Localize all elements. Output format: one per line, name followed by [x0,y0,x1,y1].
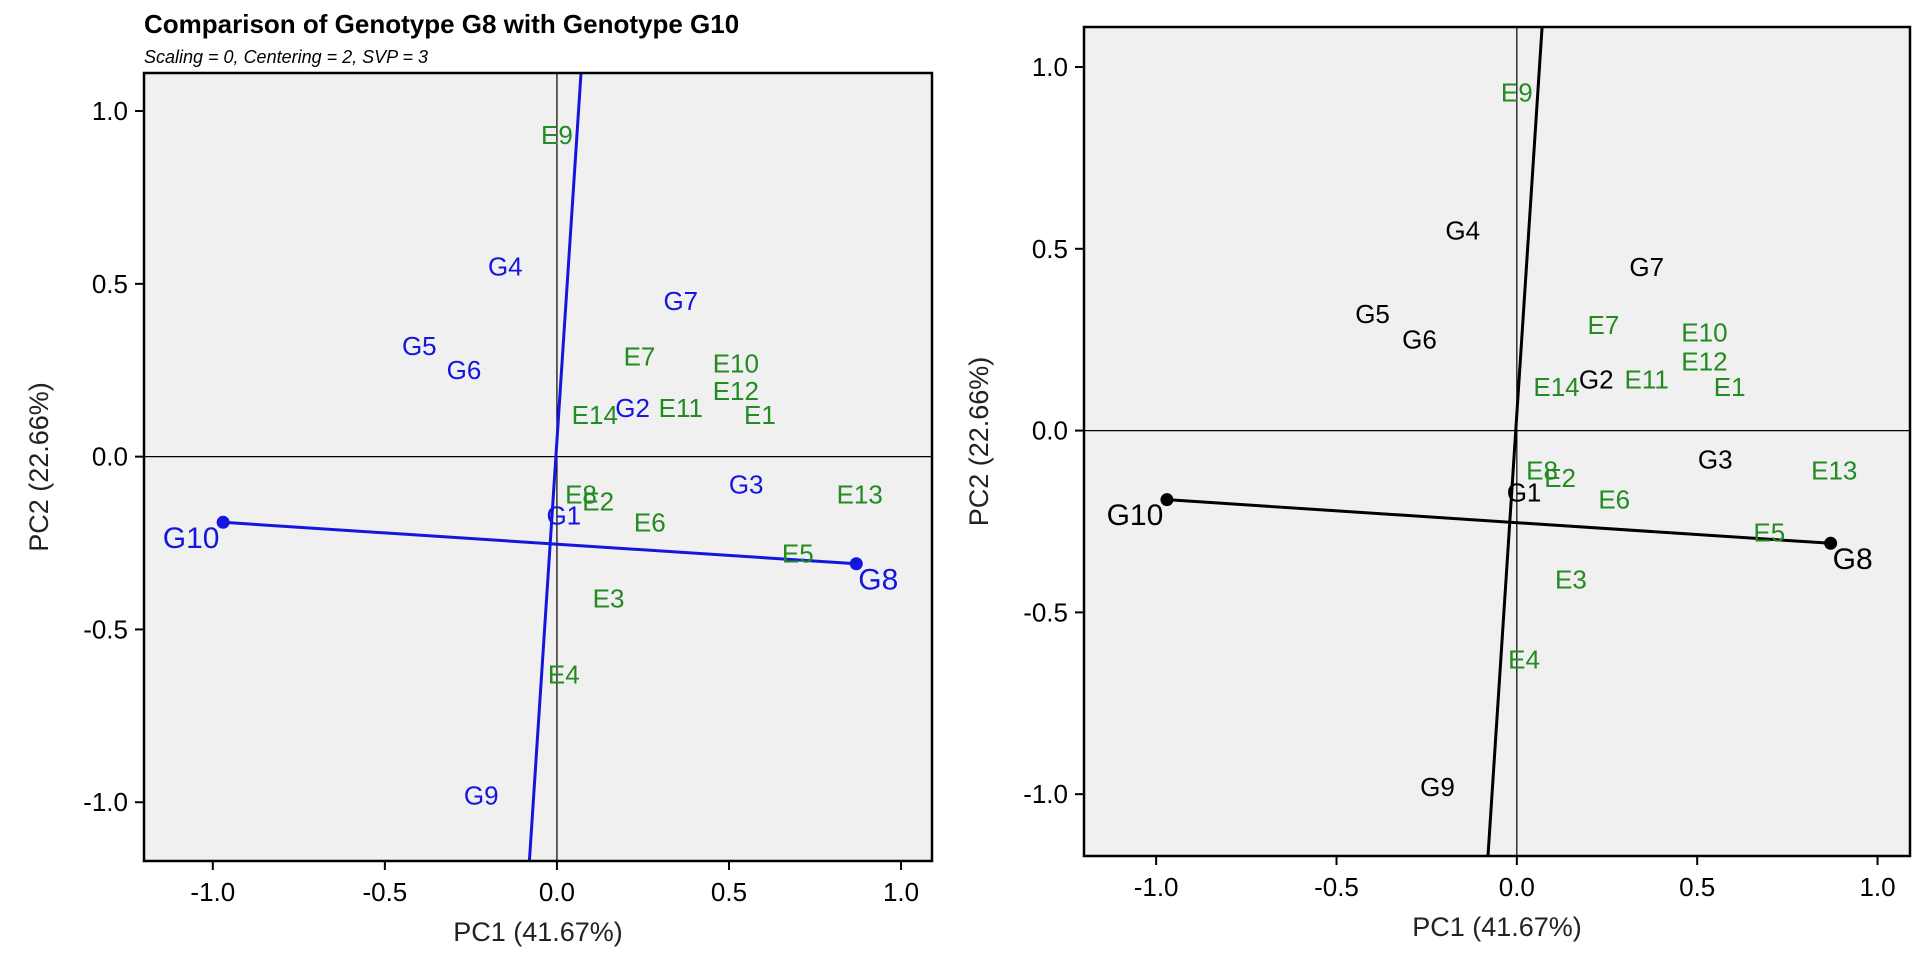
genotype-label-g1: G1 [1507,477,1542,507]
environment-label-e6: E6 [634,507,666,537]
genotype-label-g10: G10 [163,522,220,555]
y-tick-label: 0.5 [92,269,128,299]
environment-label-e14: E14 [1533,372,1579,402]
genotype-label-g2: G2 [615,393,650,423]
y-tick-label: -1.0 [83,787,128,817]
y-tick-label: 1.0 [92,96,128,126]
x-tick-label: 1.0 [1859,872,1895,902]
genotype-label-g4: G4 [1445,216,1480,246]
x-tick-label: 1.0 [883,877,919,907]
environment-label-e10: E10 [1681,317,1727,347]
y-tick-label: -1.0 [1023,779,1068,809]
environment-label-e13: E13 [1811,456,1857,486]
point-g8 [1824,536,1838,550]
genotype-label-g9: G9 [464,780,499,810]
point-g8 [849,557,863,571]
x-tick-label: 0.0 [539,877,575,907]
x-tick-label: -1.0 [1134,872,1179,902]
y-tick-label: -0.5 [83,614,128,644]
genotype-label-g3: G3 [729,469,764,499]
genotype-label-g8: G8 [1833,543,1873,576]
environment-label-e13: E13 [837,480,883,510]
environment-label-e12: E12 [713,376,759,406]
y-tick-label: 0.0 [92,442,128,472]
environment-label-e12: E12 [1681,347,1727,377]
y-tick-label: 0.0 [1032,416,1068,446]
genotype-label-g8: G8 [858,563,898,596]
perpendicular-line [527,73,583,861]
genotype-label-g6: G6 [447,355,482,385]
y-tick-label: 0.5 [1032,234,1068,264]
environment-label-e4: E4 [548,659,580,689]
environment-label-e2: E2 [1544,463,1576,493]
environment-label-e11: E11 [659,393,703,423]
y-tick-label: 1.0 [1032,52,1068,82]
perpendicular-line [1486,27,1544,856]
environment-label-e8: E8 [1526,456,1558,486]
y-axis-label: PC2 (22.66%) [964,357,994,527]
x-tick-label: 0.0 [1499,872,1535,902]
chart-panel-1: Comparison of Genotype G8 with Genotype … [24,9,934,947]
x-axis-label: PC1 (41.67%) [453,917,623,947]
genotype-label-g10: G10 [1107,499,1164,532]
x-axis-label: PC1 (41.67%) [1412,912,1582,942]
genotype-label-g5: G5 [1355,299,1390,329]
y-tick-label: -0.5 [1023,597,1068,627]
environment-label-e10: E10 [713,348,759,378]
genotype-label-g5: G5 [402,331,437,361]
y-axis-label: PC2 (22.66%) [24,382,54,552]
environment-label-e9: E9 [1501,77,1533,107]
environment-label-e5: E5 [782,538,814,568]
environment-label-e9: E9 [541,120,573,150]
genotype-label-g9: G9 [1420,772,1455,802]
environment-label-e8: E8 [565,480,597,510]
genotype-label-g4: G4 [488,252,523,282]
point-g10 [1160,493,1174,507]
x-tick-label: -0.5 [362,877,407,907]
environment-label-e14: E14 [572,400,618,430]
genotype-label-g7: G7 [663,286,698,316]
x-tick-label: -0.5 [1314,872,1359,902]
genotype-label-g3: G3 [1698,445,1733,475]
comparison-lines [223,73,857,861]
environment-label-e2: E2 [582,487,614,517]
comparison-line [223,520,857,566]
plot-frame [1082,25,1912,858]
genotype-label-g6: G6 [1402,325,1437,355]
environment-label-e1: E1 [744,400,776,430]
x-tick-label: 0.5 [1679,872,1715,902]
x-tick-label: 0.5 [711,877,747,907]
environment-label-e6: E6 [1598,485,1630,515]
plot-frame [142,71,934,863]
environment-label-e3: E3 [1555,565,1587,595]
x-tick-label: -1.0 [190,877,235,907]
environment-label-e5: E5 [1753,517,1785,547]
environment-label-e3: E3 [593,583,625,613]
comparison-line [1166,498,1831,545]
genotype-label-g2: G2 [1579,365,1614,395]
genotype-label-g7: G7 [1629,252,1664,282]
chart-title: Comparison of Genotype G8 with Genotype … [144,9,739,39]
chart-subtitle: Scaling = 0, Centering = 2, SVP = 3 [144,47,428,67]
environment-label-e7: E7 [624,341,656,371]
environment-label-e1: E1 [1714,372,1746,402]
environment-label-e11: E11 [1625,365,1669,395]
chart-panel-2: E1 E2 E3 E4 E5 E6 E7 E8 E9 E10 E11 E12 E13 E14 G1 G2 G3 G… [964,25,1912,942]
environment-label-e7: E7 [1587,310,1619,340]
environment-label-e4: E4 [1508,645,1540,675]
point-g10 [216,515,230,529]
genotype-label-g1: G1 [546,500,581,530]
comparison-lines [1166,27,1831,856]
